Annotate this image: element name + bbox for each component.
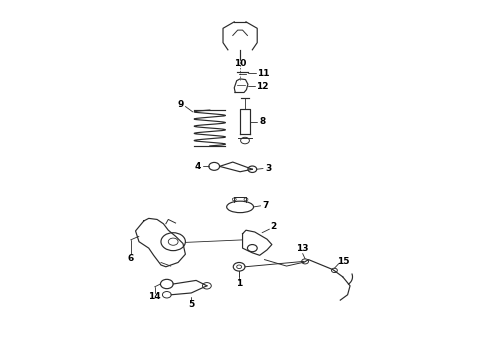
- Text: 1: 1: [236, 279, 242, 288]
- Text: 8: 8: [260, 117, 266, 126]
- Text: 6: 6: [127, 255, 134, 264]
- Text: 12: 12: [256, 82, 269, 91]
- Text: 10: 10: [234, 59, 246, 68]
- Text: 4: 4: [195, 162, 201, 171]
- Text: 13: 13: [296, 244, 309, 253]
- Text: 9: 9: [177, 100, 184, 109]
- Text: 3: 3: [265, 164, 271, 173]
- Text: 5: 5: [188, 300, 195, 309]
- Text: 14: 14: [148, 292, 161, 301]
- Text: 2: 2: [270, 222, 277, 231]
- Text: 11: 11: [257, 69, 270, 78]
- Text: 7: 7: [262, 201, 269, 210]
- Text: 15: 15: [338, 257, 350, 266]
